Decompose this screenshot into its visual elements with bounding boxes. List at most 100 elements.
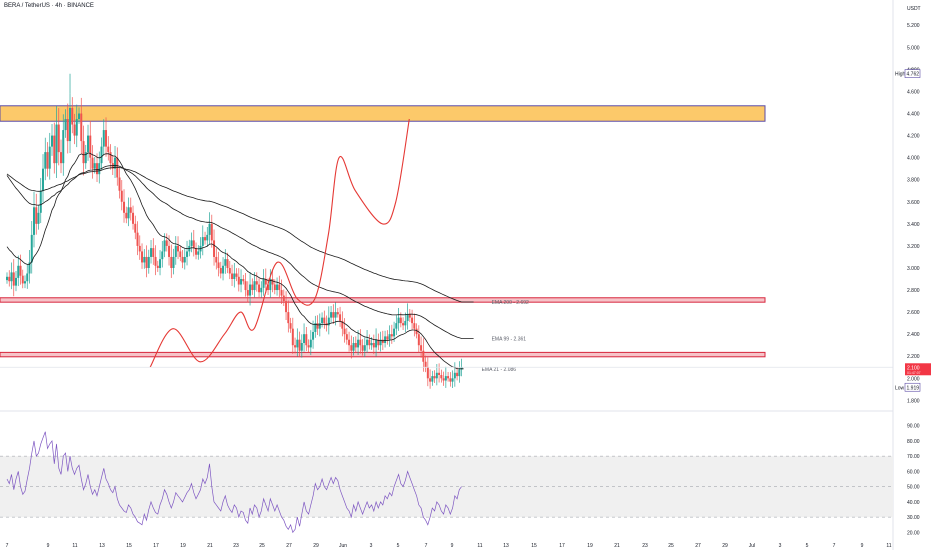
candle: [422, 338, 425, 372]
candle-body: [222, 265, 225, 274]
candle: [183, 248, 186, 270]
candle-body: [172, 256, 175, 268]
candle: [379, 331, 382, 352]
candle-body: [66, 119, 69, 142]
price-tick-label: 4.000: [907, 156, 920, 162]
candle: [179, 246, 182, 262]
candle-body: [143, 256, 146, 263]
candle-body: [177, 245, 180, 252]
candle: [366, 330, 369, 353]
candle: [363, 337, 366, 358]
candle: [170, 244, 173, 278]
candle-body: [210, 223, 213, 241]
time-tick-label: 15: [531, 543, 537, 549]
candle: [111, 155, 114, 175]
candle: [282, 289, 285, 306]
candle-body: [262, 279, 265, 288]
candle-body: [152, 248, 155, 257]
candle-body: [141, 251, 144, 263]
candle: [249, 272, 252, 306]
candle-body: [415, 328, 418, 335]
candle-body: [35, 207, 38, 224]
candle: [62, 114, 65, 176]
candle: [269, 269, 272, 298]
candle-body: [426, 367, 429, 379]
axis-unit-label: USDT: [907, 6, 921, 12]
candle: [118, 167, 121, 199]
candle-body: [93, 163, 96, 169]
candle: [51, 123, 54, 156]
candle: [260, 281, 263, 298]
candle: [143, 249, 146, 269]
candle-body: [321, 317, 324, 324]
ema-label: EMA 200 - 2.692: [492, 300, 529, 306]
last-price-box: [905, 363, 931, 376]
candle-body: [215, 256, 218, 263]
candle-body: [440, 375, 443, 379]
candle: [64, 109, 67, 138]
candle-body: [37, 212, 40, 224]
candle: [332, 304, 335, 324]
time-tick-label: 29: [722, 543, 728, 549]
candle: [24, 275, 27, 289]
candle: [348, 331, 351, 352]
candle-body: [8, 276, 11, 282]
candle-body: [55, 124, 58, 164]
time-tick-label: 13: [99, 543, 105, 549]
candle: [246, 281, 249, 303]
candle-body: [348, 339, 351, 346]
candle-body: [84, 152, 87, 164]
candle: [145, 245, 148, 278]
candle-body: [291, 328, 294, 346]
candle: [370, 337, 373, 350]
candle-body: [249, 284, 252, 296]
candle: [69, 93, 72, 154]
time-axis: 7 9 11 13 15 17 19 21 23 25 27 29 Jun 3 5 7 9 11 13 15 17 19 2…: [6, 543, 892, 549]
candle: [321, 312, 324, 328]
candle-body: [105, 130, 108, 147]
candle: [314, 315, 317, 338]
candle-body: [240, 279, 243, 285]
time-tick-label: 7: [833, 543, 836, 549]
rsi-tick-label: 90.00: [907, 424, 920, 430]
candle-body: [397, 317, 400, 324]
candle: [404, 312, 407, 333]
time-tick-label: 27: [286, 543, 292, 549]
candle-body: [267, 284, 270, 291]
time-tick-label: 7: [6, 543, 9, 549]
candle-body: [168, 245, 171, 257]
ema-label: EMA 21 - 2.086: [482, 367, 517, 373]
candle: [71, 97, 74, 134]
candle-body: [129, 207, 132, 213]
candle: [161, 241, 164, 268]
candle-body: [285, 301, 288, 313]
candle-body: [370, 343, 373, 346]
candle-body: [42, 168, 45, 191]
ema-line: [6, 164, 474, 339]
candle: [424, 355, 427, 373]
candle-body: [280, 290, 283, 296]
candle: [285, 291, 288, 320]
price-tick-label: 2.200: [907, 354, 920, 360]
candle: [206, 226, 209, 247]
candle: [323, 310, 326, 329]
candle: [186, 240, 189, 266]
candle-body: [379, 339, 382, 346]
candle: [442, 371, 445, 386]
candle-body: [150, 248, 153, 257]
candle-body: [287, 312, 290, 324]
candle: [21, 269, 24, 289]
candle: [233, 262, 236, 288]
candle: [453, 362, 456, 387]
time-tick-label: 11: [886, 543, 891, 549]
time-tick-label: 3: [779, 543, 782, 549]
candle-body: [307, 345, 310, 348]
candle: [390, 324, 393, 344]
candle: [384, 330, 387, 348]
candle-body: [242, 279, 245, 282]
candle: [120, 180, 123, 211]
candle: [352, 336, 355, 356]
candle: [35, 193, 38, 235]
ema-label: EMA 99 - 2.361: [492, 336, 527, 342]
candle-body: [78, 113, 81, 120]
